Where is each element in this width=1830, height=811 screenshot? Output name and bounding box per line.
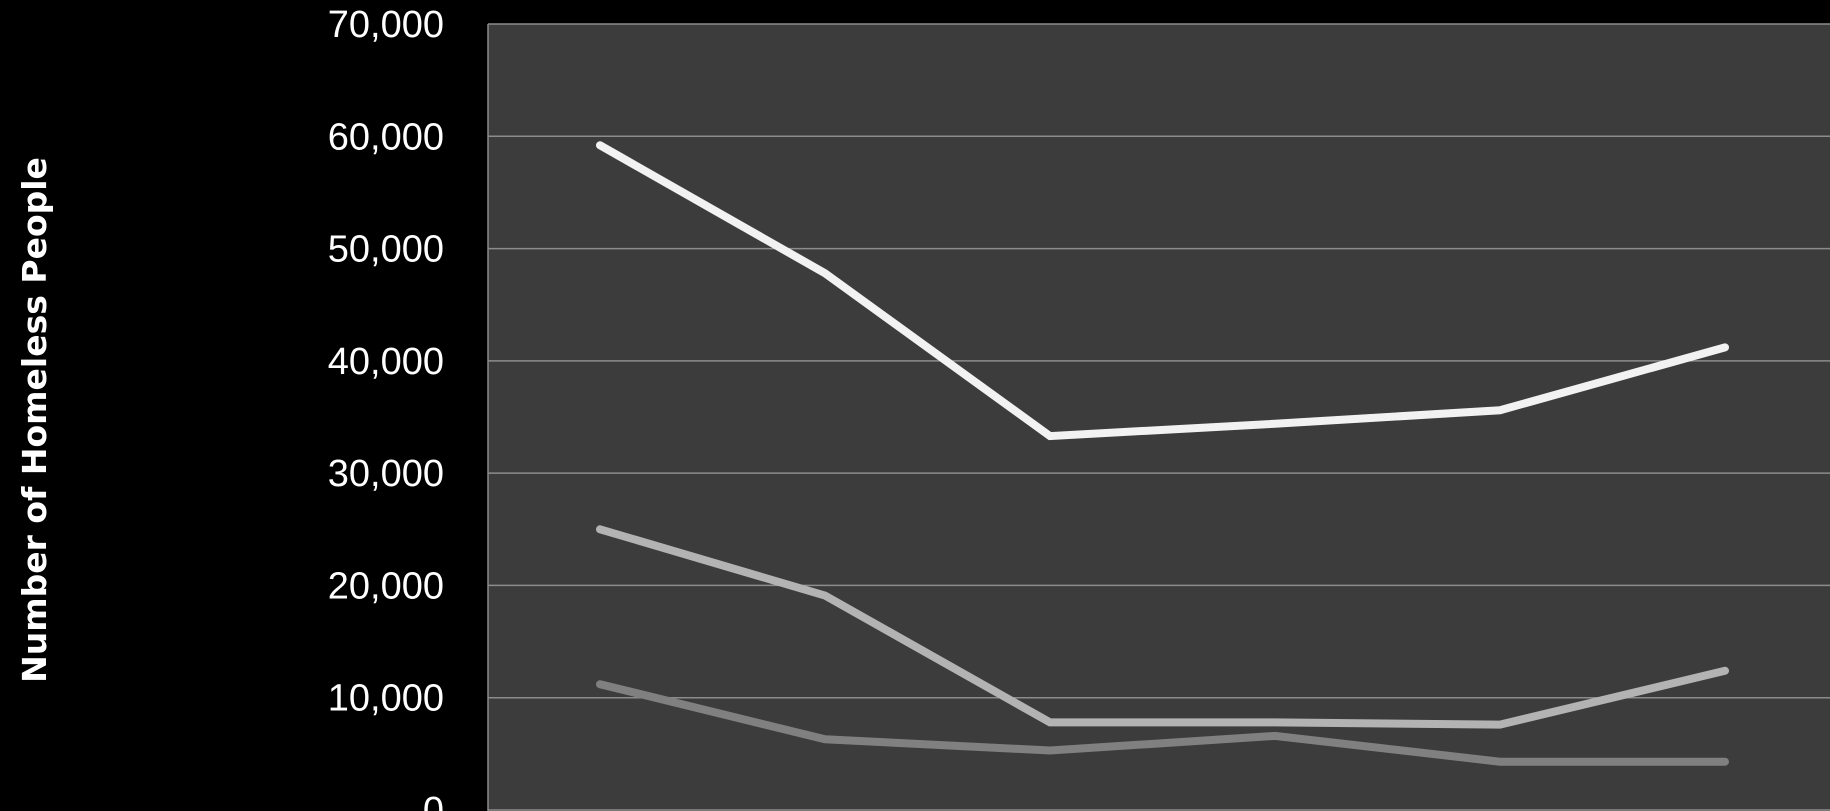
y-tick-label: 60,000: [328, 116, 444, 158]
series-line-1: [596, 141, 1729, 441]
y-axis-title: Number of Homeless People: [15, 157, 54, 683]
y-tick-label: 50,000: [328, 229, 444, 271]
series-line-2: [596, 525, 1729, 729]
series-lines: [596, 141, 1729, 766]
y-tick-label: 70,000: [328, 4, 444, 46]
y-tick-label: 20,000: [328, 565, 444, 607]
y-tick-label: 30,000: [328, 453, 444, 495]
series-line-3: [596, 680, 1729, 766]
y-tick-label: 0: [423, 790, 444, 811]
y-tick-label: 10,000: [328, 678, 444, 720]
y-tick-label: 40,000: [328, 341, 444, 383]
y-axis-tick-labels: 0 10,000 20,000 30,000 40,000 50,000 60,000 70,…: [328, 4, 444, 811]
gridlines: [487, 23, 1830, 811]
plot-area: [488, 24, 1830, 811]
